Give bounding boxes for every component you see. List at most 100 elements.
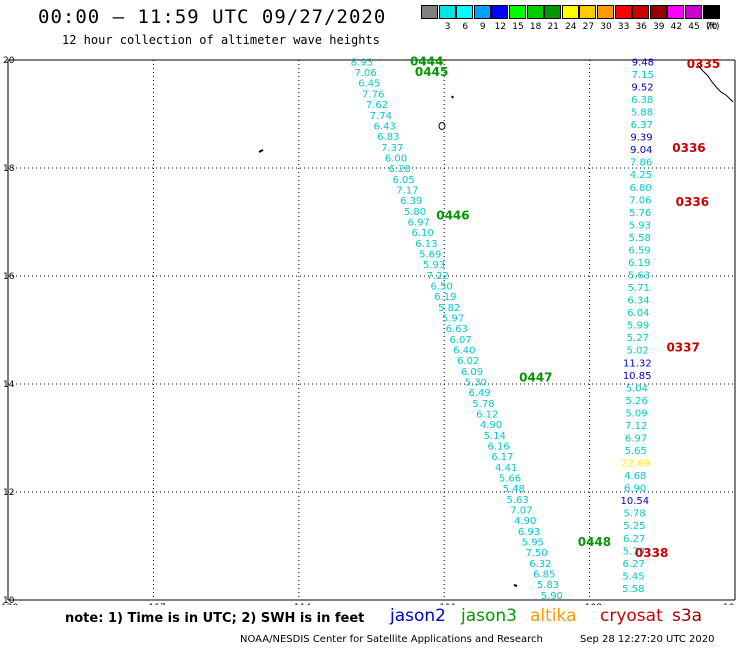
- legend-swatch: [649, 5, 667, 19]
- swh-value: 9.48: [632, 57, 654, 68]
- satellite-legend-s3a: s3a: [672, 606, 703, 626]
- legend-swatch: [456, 5, 474, 19]
- swh-value: 10.85: [623, 371, 652, 382]
- legend-swatch: [438, 5, 456, 19]
- swh-value: 5.02: [626, 346, 648, 357]
- x-tick-label: −114: [286, 603, 311, 605]
- swh-value: 6.40: [453, 346, 475, 357]
- legend-label: 30: [600, 22, 612, 32]
- legend-swatch: [579, 5, 597, 19]
- swh-value: 4.90: [480, 420, 502, 431]
- swh-value: 7.22: [427, 271, 449, 282]
- pass-time-label: 0336: [672, 141, 705, 155]
- swh-value: 7.37: [381, 143, 403, 154]
- generation-timestamp: Sep 28 12:27:20 UTC 2020: [580, 634, 715, 645]
- swh-value: 6.17: [491, 452, 513, 463]
- x-tick-label: −111: [432, 603, 457, 605]
- swh-value: 5.25: [623, 521, 645, 532]
- swh-value: 6.59: [628, 245, 650, 256]
- pass-time-label: 0447: [519, 370, 552, 384]
- swh-value: 6.43: [373, 121, 395, 132]
- swh-value: 5.95: [522, 538, 544, 549]
- swh-value: 6.05: [392, 175, 414, 186]
- legend-swatch: [702, 5, 720, 19]
- swh-value: 11.32: [623, 358, 652, 369]
- axis-tick-labels: -120 −117 −114 −111 −108 −10 10 12 14 16 18 20: [0, 56, 735, 605]
- swh-value: 6.07: [449, 335, 471, 346]
- swh-value: 7.15: [632, 70, 654, 81]
- swh-value: 9.52: [631, 82, 653, 93]
- swh-value: 5.82: [438, 303, 460, 314]
- legend-label: 39: [653, 22, 665, 32]
- legend-swatch: [561, 5, 579, 19]
- swh-value: 7.86: [630, 158, 652, 169]
- swh-value: 6.50: [430, 281, 452, 292]
- credit-line: NOAA/NESDIS Center for Satellite Applica…: [240, 634, 543, 645]
- swh-value: 5.88: [631, 108, 653, 119]
- swh-value: 4.25: [630, 170, 652, 181]
- swh-value: 5.79: [623, 546, 645, 557]
- swh-value: 6.04: [627, 308, 649, 319]
- pass-time-label: 0445: [415, 65, 448, 79]
- island-outline: [451, 95, 454, 99]
- chart-title: 00:00 – 11:59 UTC 09/27/2020: [38, 6, 387, 28]
- swh-value: 6.19: [628, 258, 650, 269]
- legend-swatch: [509, 5, 526, 19]
- island-outline: [258, 149, 264, 153]
- pass-time-label: 0337: [666, 341, 699, 355]
- chart-subtitle: 12 hour collection of altimeter wave hei…: [62, 33, 380, 47]
- legend-swatch: [667, 5, 685, 19]
- swh-value: 7.17: [396, 185, 418, 196]
- legend-label: 45: [688, 22, 700, 32]
- swh-value: 4.68: [624, 471, 646, 482]
- pass-time-label: 0448: [578, 535, 611, 549]
- swh-value: 6.39: [400, 196, 422, 207]
- legend-label: 33: [617, 22, 630, 32]
- swh-value: 8.93: [351, 57, 373, 68]
- pass-time-label: 0444: [410, 54, 443, 68]
- swh-value: 6.13: [415, 239, 437, 250]
- swh-value: 9.04: [630, 145, 652, 156]
- legend-label: 6: [462, 22, 469, 32]
- swh-value: 5.58: [622, 584, 644, 595]
- legend-label: 42: [670, 22, 683, 32]
- swh-value: 7.07: [510, 506, 532, 517]
- legend-label: 3: [444, 22, 451, 32]
- swh-value: 6.80: [629, 183, 651, 194]
- swh-value: 5.93: [629, 220, 651, 231]
- island-outline: [438, 122, 446, 130]
- legend-swatch: [632, 5, 650, 19]
- altimeter-tracks: 8.937.066.457.767.627.746.436.837.376.00…: [351, 57, 654, 602]
- swh-value: 6.16: [487, 442, 509, 453]
- pass-time-label: 0338: [635, 546, 668, 560]
- swh-value: 5.71: [628, 283, 650, 294]
- swh-value: 6.97: [625, 433, 647, 444]
- swh-value: 6.90: [624, 484, 646, 495]
- swh-value: 5.26: [626, 396, 648, 407]
- legend-swatch: [614, 5, 632, 19]
- legend-swatch: [421, 5, 438, 19]
- swh-value: 6.09: [461, 367, 483, 378]
- swh-value: 5.14: [484, 431, 506, 442]
- swh-value: 5.69: [419, 249, 441, 260]
- satellite-legend-jason2: jason2: [390, 606, 446, 626]
- swh-value: 7.76: [362, 89, 384, 100]
- swh-value: 5.09: [625, 408, 647, 419]
- swh-value: 7.50: [525, 548, 547, 559]
- swh-value: 6.02: [457, 356, 479, 367]
- pass-time-label: 0446: [436, 208, 469, 222]
- swh-value: 6.49: [468, 388, 490, 399]
- y-tick-label: 12: [3, 488, 14, 498]
- swh-value: 7.62: [366, 100, 388, 111]
- x-tick-label: -120: [0, 603, 18, 605]
- legend-label: 21: [547, 22, 559, 32]
- swh-value: 7.06: [354, 68, 376, 79]
- y-tick-label: 10: [3, 596, 15, 605]
- swh-value: 6.27: [623, 559, 645, 570]
- swh-value: 7.06: [629, 195, 651, 206]
- swh-value: 6.34: [627, 296, 649, 307]
- swh-value: 5.90: [541, 591, 563, 602]
- legend-swatch: [544, 5, 562, 19]
- swh-value: 6.45: [358, 79, 380, 90]
